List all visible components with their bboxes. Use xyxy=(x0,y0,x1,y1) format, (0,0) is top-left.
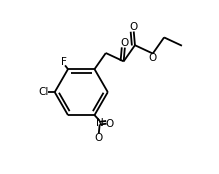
Text: F: F xyxy=(61,57,67,67)
Text: O: O xyxy=(121,38,129,48)
Text: N: N xyxy=(96,118,104,128)
Text: O: O xyxy=(95,133,103,143)
Text: O: O xyxy=(106,119,114,129)
Text: Cl: Cl xyxy=(38,87,48,97)
Text: O: O xyxy=(130,22,138,32)
Text: O: O xyxy=(149,53,157,63)
